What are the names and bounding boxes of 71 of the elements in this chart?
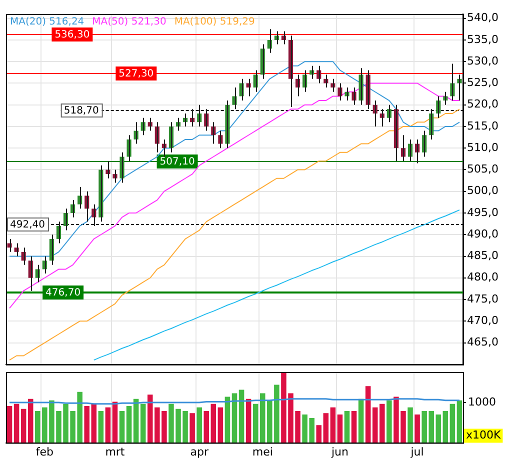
x-tick-label: mei [252, 445, 273, 458]
ref-line-label: 492,40 [10, 220, 45, 231]
bar [344, 410, 350, 443]
text: x100K [466, 428, 502, 442]
ref-line-label: 527,30 [118, 68, 154, 80]
bar [337, 414, 343, 443]
text: MA(50) 521,30 [92, 16, 166, 28]
x-tick-label: feb [36, 445, 54, 458]
y-tick-label: 470,0 [467, 314, 498, 327]
bar [252, 404, 258, 443]
bar [436, 414, 442, 443]
bar [28, 398, 34, 443]
y-tick-label: 525,0 [467, 76, 498, 90]
bar [450, 404, 456, 443]
bar [414, 414, 420, 443]
bar [442, 410, 448, 443]
y-tick-label: 485,0 [467, 249, 498, 262]
x-tick-label: jul [410, 445, 424, 458]
y-tick-label: 490,0 [467, 227, 498, 240]
y-tick-label: 495,0 [467, 206, 498, 219]
y-tick-label: 500,0 [467, 184, 498, 198]
ref-line-label: 476,70 [46, 288, 81, 299]
bar [98, 410, 104, 443]
bar [330, 407, 336, 443]
bar [218, 407, 224, 443]
bar [133, 398, 139, 443]
bar [316, 425, 322, 443]
bar [358, 398, 364, 443]
bar [119, 410, 125, 443]
y-tick-label: 480,0 [467, 270, 498, 284]
bar [351, 410, 357, 443]
x-tick-label: jun [330, 445, 348, 458]
bar [105, 407, 111, 443]
bar [6, 406, 12, 443]
bar [14, 404, 20, 443]
text: 1000 [468, 395, 496, 408]
x-tick-label: apr [190, 445, 209, 458]
y-tick-label: 530,0 [467, 54, 498, 68]
candlestick [232, 87, 237, 110]
bar [386, 400, 392, 443]
bar [190, 413, 195, 443]
ref-line-label: 518,70 [64, 106, 99, 117]
y-tick-label: 535,0 [467, 32, 498, 46]
bar [112, 402, 118, 443]
ref-line-label: 507,10 [160, 156, 195, 168]
bar [365, 386, 371, 443]
y-tick-label: 475,0 [467, 292, 498, 306]
bar [408, 407, 413, 443]
y-tick-label: 520,0 [467, 98, 498, 111]
y-tick-label: 505,0 [467, 162, 498, 176]
bar [196, 407, 202, 443]
candlestick [112, 169, 118, 184]
bar [210, 404, 216, 443]
bar [246, 398, 252, 443]
bar [323, 413, 329, 443]
bar [224, 396, 230, 443]
bar [204, 410, 210, 443]
bar [126, 406, 132, 443]
ref-line-label: 536,30 [54, 30, 90, 41]
text: MA(100) 519,29 [174, 16, 255, 28]
y-tick-label: 540,0 [467, 11, 498, 24]
bar [232, 393, 238, 443]
y-tick-label: 465,0 [467, 336, 498, 349]
text: MA(20) 516,24 [10, 16, 84, 28]
y-tick-label: 510,0 [467, 140, 498, 154]
y-tick-label: 515,0 [467, 119, 498, 132]
bar [20, 408, 26, 443]
x-tick-label: mrt [105, 445, 126, 458]
bar [456, 400, 462, 443]
bar [238, 390, 244, 443]
bar [140, 404, 146, 443]
